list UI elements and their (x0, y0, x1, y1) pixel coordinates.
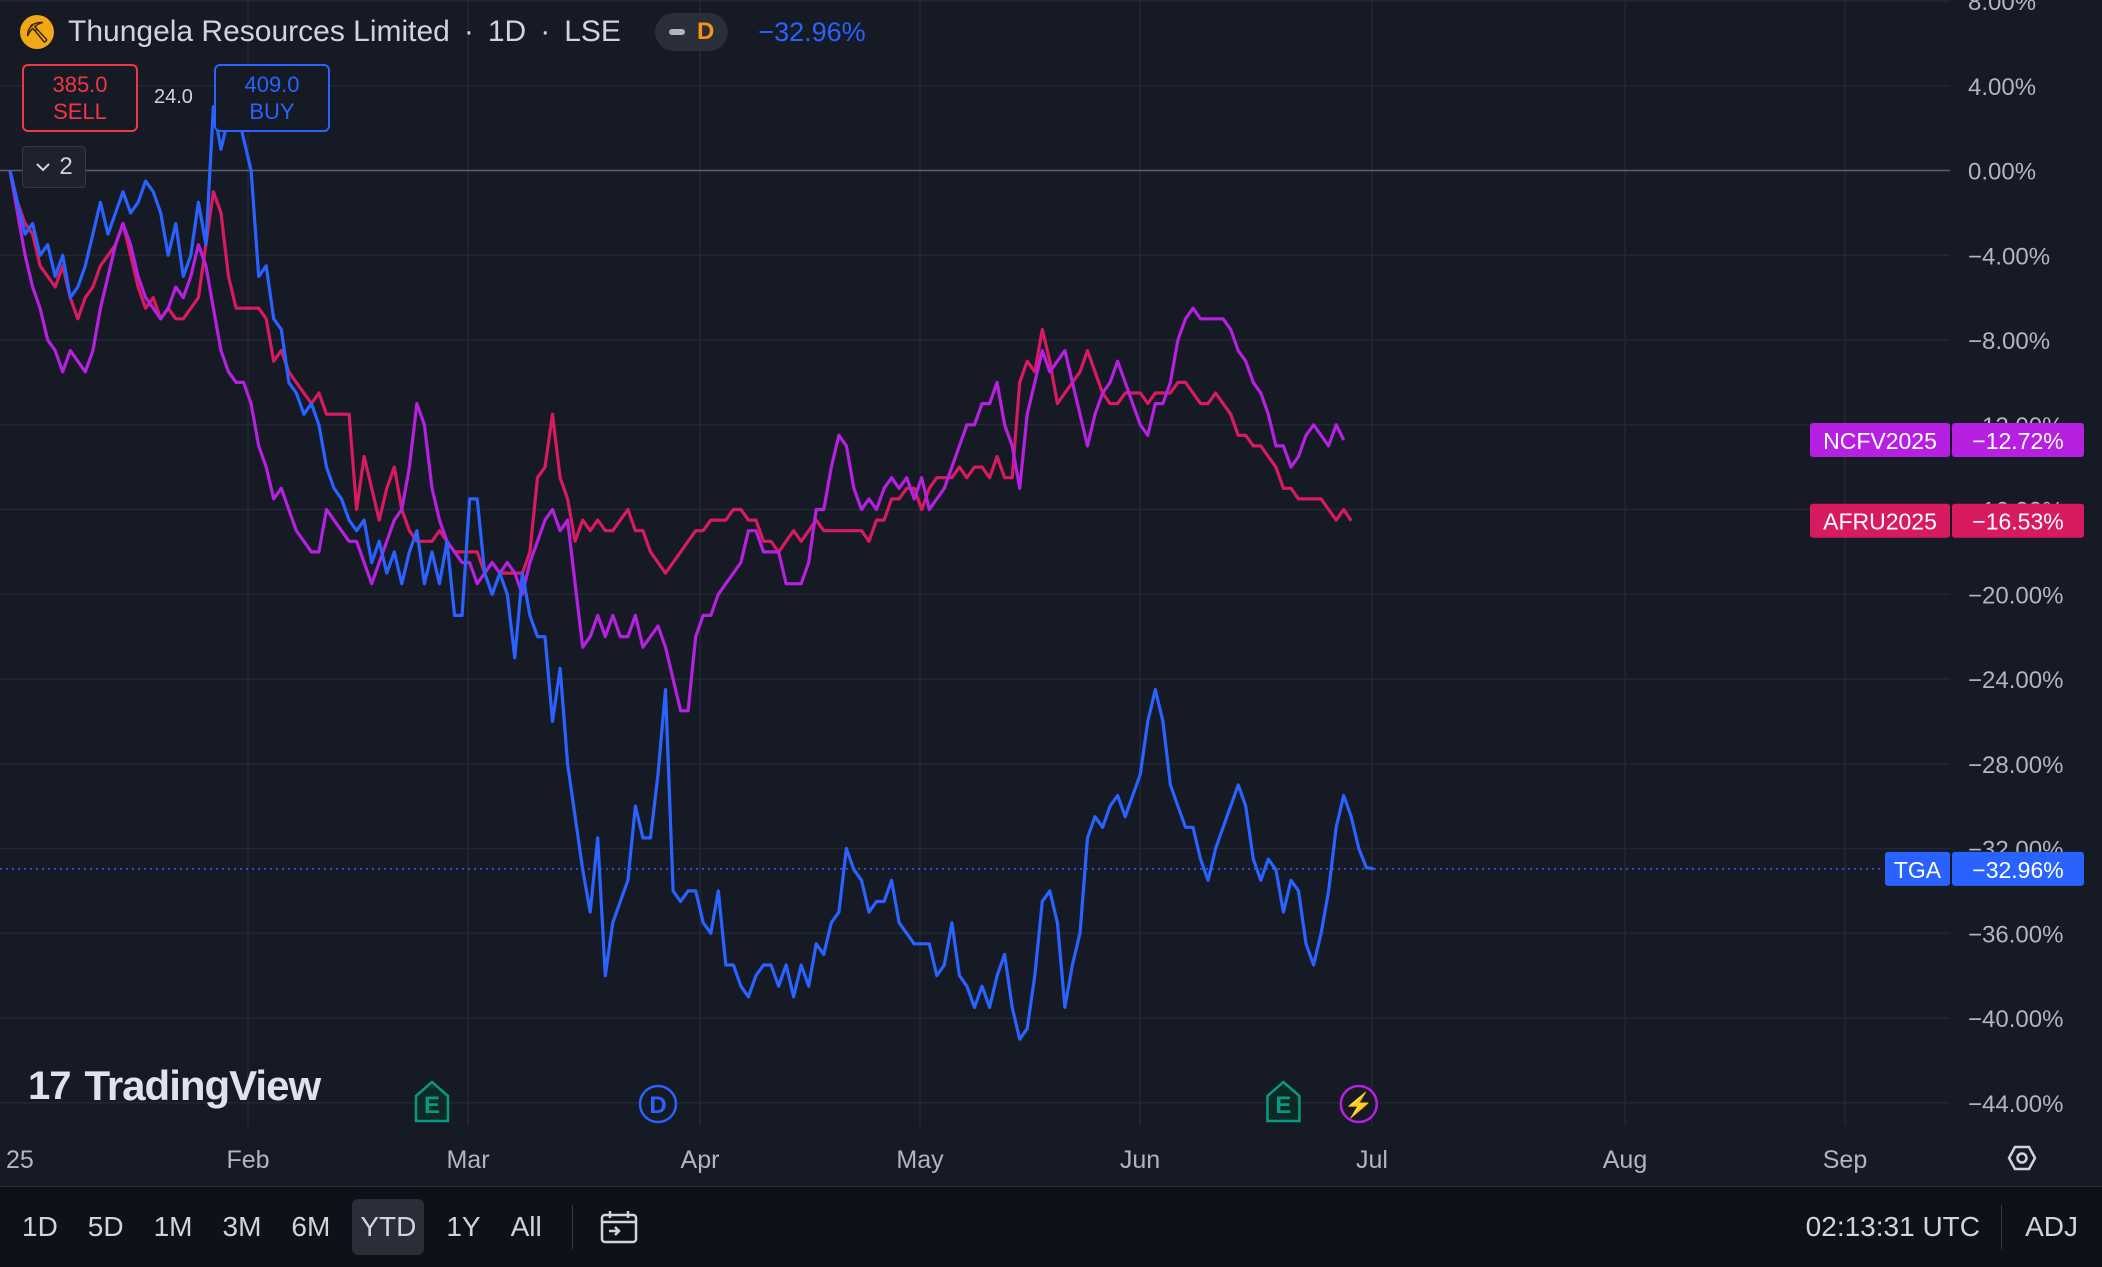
y-tick-label: −28.00% (1968, 752, 2063, 779)
series-tag-ncfv2025: NCFV2025 −12.72% (1810, 423, 2084, 458)
series-tag-value-bg (1952, 851, 2084, 886)
buy-label: BUY (249, 99, 295, 124)
series-tag-value: −16.53% (1972, 509, 2063, 535)
y-tick-label: 8.00% (1968, 0, 2036, 16)
symbol-name[interactable]: Thungela Resources Limited (68, 15, 450, 48)
series-tag-value-bg (1952, 503, 2084, 538)
bottom-toolbar: 1D 5D 1M 3M 6M YTD 1Y All 02:13:31 UTC A… (0, 1186, 2102, 1267)
range-6m[interactable]: 6M (291, 1211, 331, 1242)
earnings-marker: E (414, 1080, 450, 1123)
adjust-toggle[interactable]: ADJ (2025, 1211, 2078, 1242)
series-tag-name-bg (1885, 851, 1950, 886)
clock-time[interactable]: 02:13:31 UTC (1805, 1211, 1980, 1242)
series-line-afru2025 (8, 170, 1353, 575)
interval[interactable]: 1D (487, 15, 527, 48)
range-ytd[interactable]: YTD (352, 1199, 425, 1255)
thungela-logo-icon[interactable]: ⛏ (20, 15, 54, 49)
x-tick-label: Jun (1120, 1146, 1160, 1174)
x-tick-label: Jul (1356, 1146, 1388, 1174)
separator: · (540, 15, 551, 48)
sell-button[interactable]: 385.0 SELL (22, 64, 138, 132)
symbol-header: ⛏ Thungela Resources Limited · 1D · LSE … (20, 10, 866, 54)
y-tick-label: −4.00% (1968, 243, 2050, 270)
y-tick-label: 4.00% (1968, 74, 2036, 101)
exchange: LSE (564, 15, 621, 48)
series-line-ncfv2025 (8, 170, 1346, 713)
range-1m[interactable]: 1M (153, 1211, 193, 1242)
change-percent: −32.96% (758, 16, 866, 47)
series-tag-value: −12.72% (1972, 428, 2063, 454)
range-3m[interactable]: 3M (222, 1211, 262, 1242)
toolbar-divider (2001, 1205, 2002, 1249)
series-tag-value: −32.96% (1972, 857, 2063, 883)
range-1y[interactable]: 1Y (446, 1211, 481, 1242)
y-tick-label: −40.00% (1968, 1006, 2063, 1033)
series-line-tga (8, 105, 1375, 1041)
spread-value: 24.0 (154, 86, 193, 108)
x-tick-label: Apr (681, 1146, 720, 1174)
series-tag-afru2025: AFRU2025 −16.53% (1810, 503, 2084, 538)
x-tick-label: Sep (1823, 1146, 1867, 1174)
gear-icon[interactable] (2007, 1145, 2037, 1171)
x-tick-label: May (896, 1146, 944, 1174)
series-tag-name-bg (1810, 423, 1950, 458)
chart-area[interactable]: 8.00%4.00%0.00%−4.00%−8.00%−12.00%−16.00… (0, 0, 2102, 1186)
dividend-marker: D (638, 1084, 678, 1124)
buy-button[interactable]: 409.0 BUY (214, 64, 330, 132)
minus-icon (668, 29, 685, 35)
marker-letter: ⚡ (1344, 1091, 1374, 1119)
series-tag-tga: TGA −32.96% (1885, 851, 2084, 886)
gear-outline (2007, 1145, 2037, 1171)
x-tick-label: Mar (446, 1146, 489, 1174)
calendar-range-icon[interactable] (599, 1209, 639, 1245)
indicator-count: 2 (59, 153, 73, 180)
series-tag-name: AFRU2025 (1823, 509, 1937, 535)
buy-price: 409.0 (244, 72, 300, 97)
gear-center (2016, 1152, 2028, 1164)
pill-letter: D (696, 18, 715, 45)
earnings-shape (1266, 1080, 1301, 1123)
x-axis: 25 Feb Mar Apr May Jun Jul Aug Sep (6, 1146, 1867, 1174)
marker-circle (1339, 1084, 1379, 1124)
price-chart[interactable]: 8.00%4.00%0.00%−4.00%−8.00%−12.00%−16.00… (0, 0, 2102, 1186)
series-tag-value-bg (1952, 423, 2084, 458)
series-tag-name: TGA (1894, 857, 1942, 883)
series-tag-name-bg (1810, 503, 1950, 538)
collapse-indicators-button[interactable]: 2 (22, 146, 86, 188)
range-1d[interactable]: 1D (22, 1211, 58, 1242)
y-tick-label: 0.00% (1968, 159, 2036, 186)
y-tick-label: −20.00% (1968, 582, 2063, 609)
marker-circle (638, 1084, 678, 1124)
y-tick-label: −24.00% (1968, 667, 2063, 694)
market-status-pill[interactable]: D (654, 13, 729, 51)
grid (0, 0, 1950, 1126)
chevron-down-icon (36, 163, 51, 172)
split-marker: ⚡ (1339, 1084, 1379, 1124)
range-all[interactable]: All (510, 1211, 542, 1242)
earnings-shape (414, 1080, 450, 1123)
y-tick-label: −44.00% (1968, 1091, 2063, 1118)
toolbar-divider (571, 1205, 573, 1249)
x-tick-label: Aug (1603, 1146, 1647, 1174)
marker-letter: E (424, 1092, 440, 1119)
range-5d[interactable]: 5D (87, 1211, 124, 1242)
x-tick-label: Feb (226, 1146, 269, 1174)
y-tick-label: −36.00% (1968, 921, 2063, 948)
separator: · (463, 15, 474, 48)
series-tag-name: NCFV2025 (1823, 428, 1937, 454)
x-tick-label: 25 (6, 1146, 34, 1174)
tradingview-logo-icon: 17 (28, 1063, 71, 1108)
sell-label: SELL (53, 99, 107, 124)
watermark-text: TradingView (84, 1062, 322, 1109)
marker-letter: D (649, 1092, 666, 1119)
earnings-marker: E (1266, 1080, 1301, 1123)
y-tick-label: −8.00% (1968, 328, 2050, 355)
y-axis: 8.00%4.00%0.00%−4.00%−8.00%−12.00%−16.00… (1968, 0, 2063, 1118)
sell-price: 385.0 (52, 72, 108, 97)
marker-letter: E (1275, 1092, 1291, 1119)
tradingview-watermark[interactable]: 17 TradingView (28, 1062, 322, 1110)
